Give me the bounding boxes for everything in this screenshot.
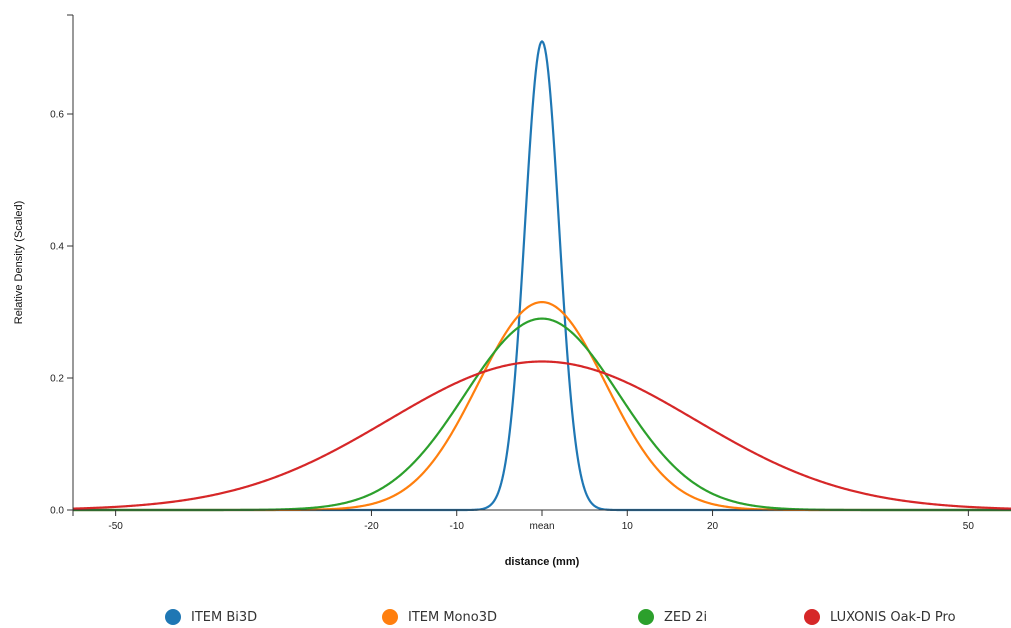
y-tick-label: 0.6: [50, 110, 64, 121]
legend-swatch: [638, 609, 654, 625]
x-tick-label: -20: [364, 521, 379, 532]
legend-swatch: [382, 609, 398, 625]
legend-item[interactable]: ITEM Bi3D: [165, 606, 257, 628]
y-tick-label: 0.0: [50, 506, 64, 517]
legend-swatch: [804, 609, 820, 625]
y-tick-label: 0.2: [50, 374, 64, 385]
x-tick-label: -10: [450, 521, 465, 532]
legend-swatch: [165, 609, 181, 625]
x-tick-label: -50: [108, 521, 123, 532]
series-line-4: [72, 360, 1011, 510]
legend-item[interactable]: ZED 2i: [638, 606, 707, 628]
legend-label: ZED 2i: [664, 609, 708, 625]
x-tick-label: mean: [529, 521, 554, 532]
legend-label: ITEM Mono3D: [408, 609, 497, 625]
x-tick-label: 20: [707, 521, 719, 532]
y-axis-title: Relative Density (Scaled): [13, 201, 25, 325]
chart: 0.0 0.2 0.4 0.6 -50 -20 -10 mean 10 20 50 distanc…: [13, 14, 1011, 568]
legend-item[interactable]: LUXONIS Oak-D Pro: [804, 606, 956, 628]
y-tick-label: 0.4: [50, 242, 64, 253]
series-line-1: [73, 39, 1011, 512]
series-line-3: [73, 317, 1011, 512]
curves-group: [72, 39, 1011, 512]
legend-label: LUXONIS Oak-D Pro: [830, 609, 956, 625]
y-ticks: 0.0 0.2 0.4 0.6: [50, 14, 73, 517]
legend-item[interactable]: ITEM Mono3D: [382, 606, 497, 628]
legend: ITEM Bi3D ITEM Mono3D ZED 2i LUXONIS Oak-D …: [0, 606, 1011, 628]
x-tick-label: 50: [963, 521, 975, 532]
x-tick-label: 10: [622, 521, 634, 532]
legend-label: ITEM Bi3D: [191, 609, 258, 625]
x-ticks: -50 -20 -10 mean 10 20 50: [72, 510, 975, 532]
x-axis-title: distance (mm): [505, 556, 580, 568]
series-line-2: [73, 300, 1011, 512]
